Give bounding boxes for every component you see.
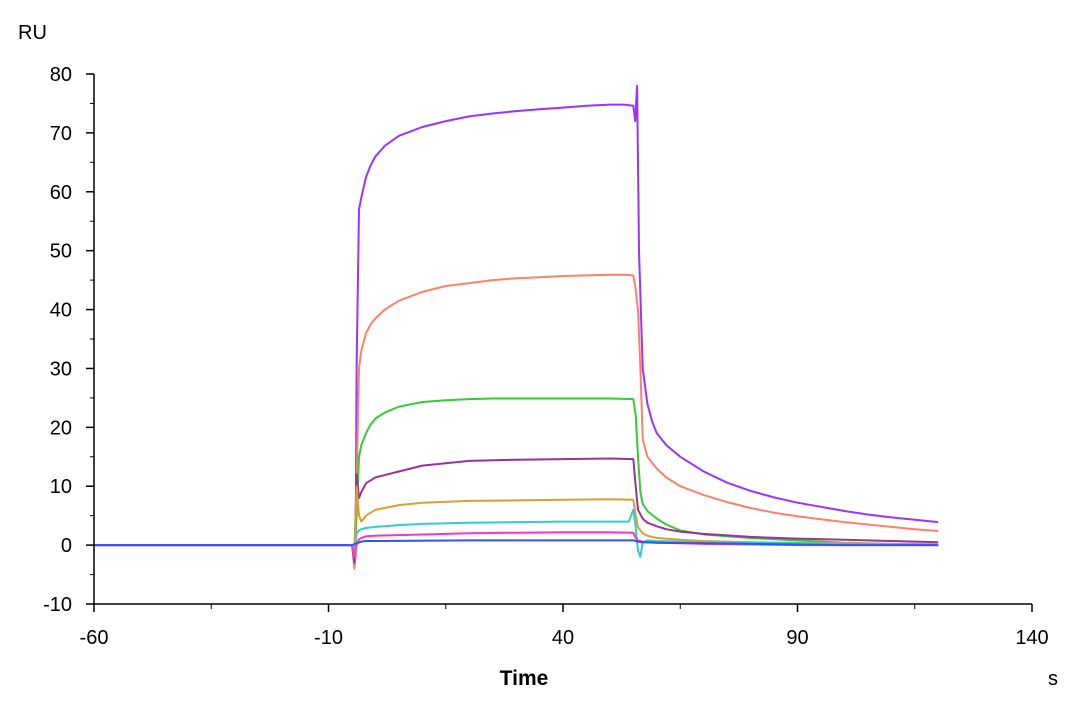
series-line-4 — [94, 457, 939, 564]
y-tick-label: 0 — [61, 535, 72, 557]
ticks-layer: -10 0 10 20 30 40 50 60 70 80 -60 -10 40 90 140 — [43, 64, 1049, 649]
y-tick-label: 60 — [50, 182, 72, 204]
series-line-8 — [94, 539, 939, 547]
y-tick-label: -10 — [43, 594, 72, 616]
axes-layer — [93, 74, 1032, 605]
y-tick-label: 40 — [50, 300, 72, 322]
x-tick-label: 140 — [1015, 627, 1048, 649]
x-tick-label: 40 — [552, 627, 574, 649]
y-tick-label: 30 — [50, 358, 72, 380]
x-axis-title: Time — [500, 667, 549, 690]
y-unit-label: RU — [18, 22, 47, 44]
x-tick-label: -60 — [80, 627, 109, 649]
series-line-2 — [94, 273, 939, 570]
series-layer — [94, 84, 939, 570]
y-tick-label: 10 — [50, 476, 72, 498]
series-line-1 — [94, 84, 939, 564]
y-tick-label: 70 — [50, 123, 72, 145]
y-tick-label: 20 — [50, 417, 72, 439]
y-tick-label: 80 — [50, 64, 72, 86]
x-unit-label: s — [1048, 668, 1058, 690]
y-tick-label: 50 — [50, 241, 72, 263]
x-tick-label: -10 — [314, 627, 343, 649]
x-tick-label: 90 — [786, 627, 808, 649]
